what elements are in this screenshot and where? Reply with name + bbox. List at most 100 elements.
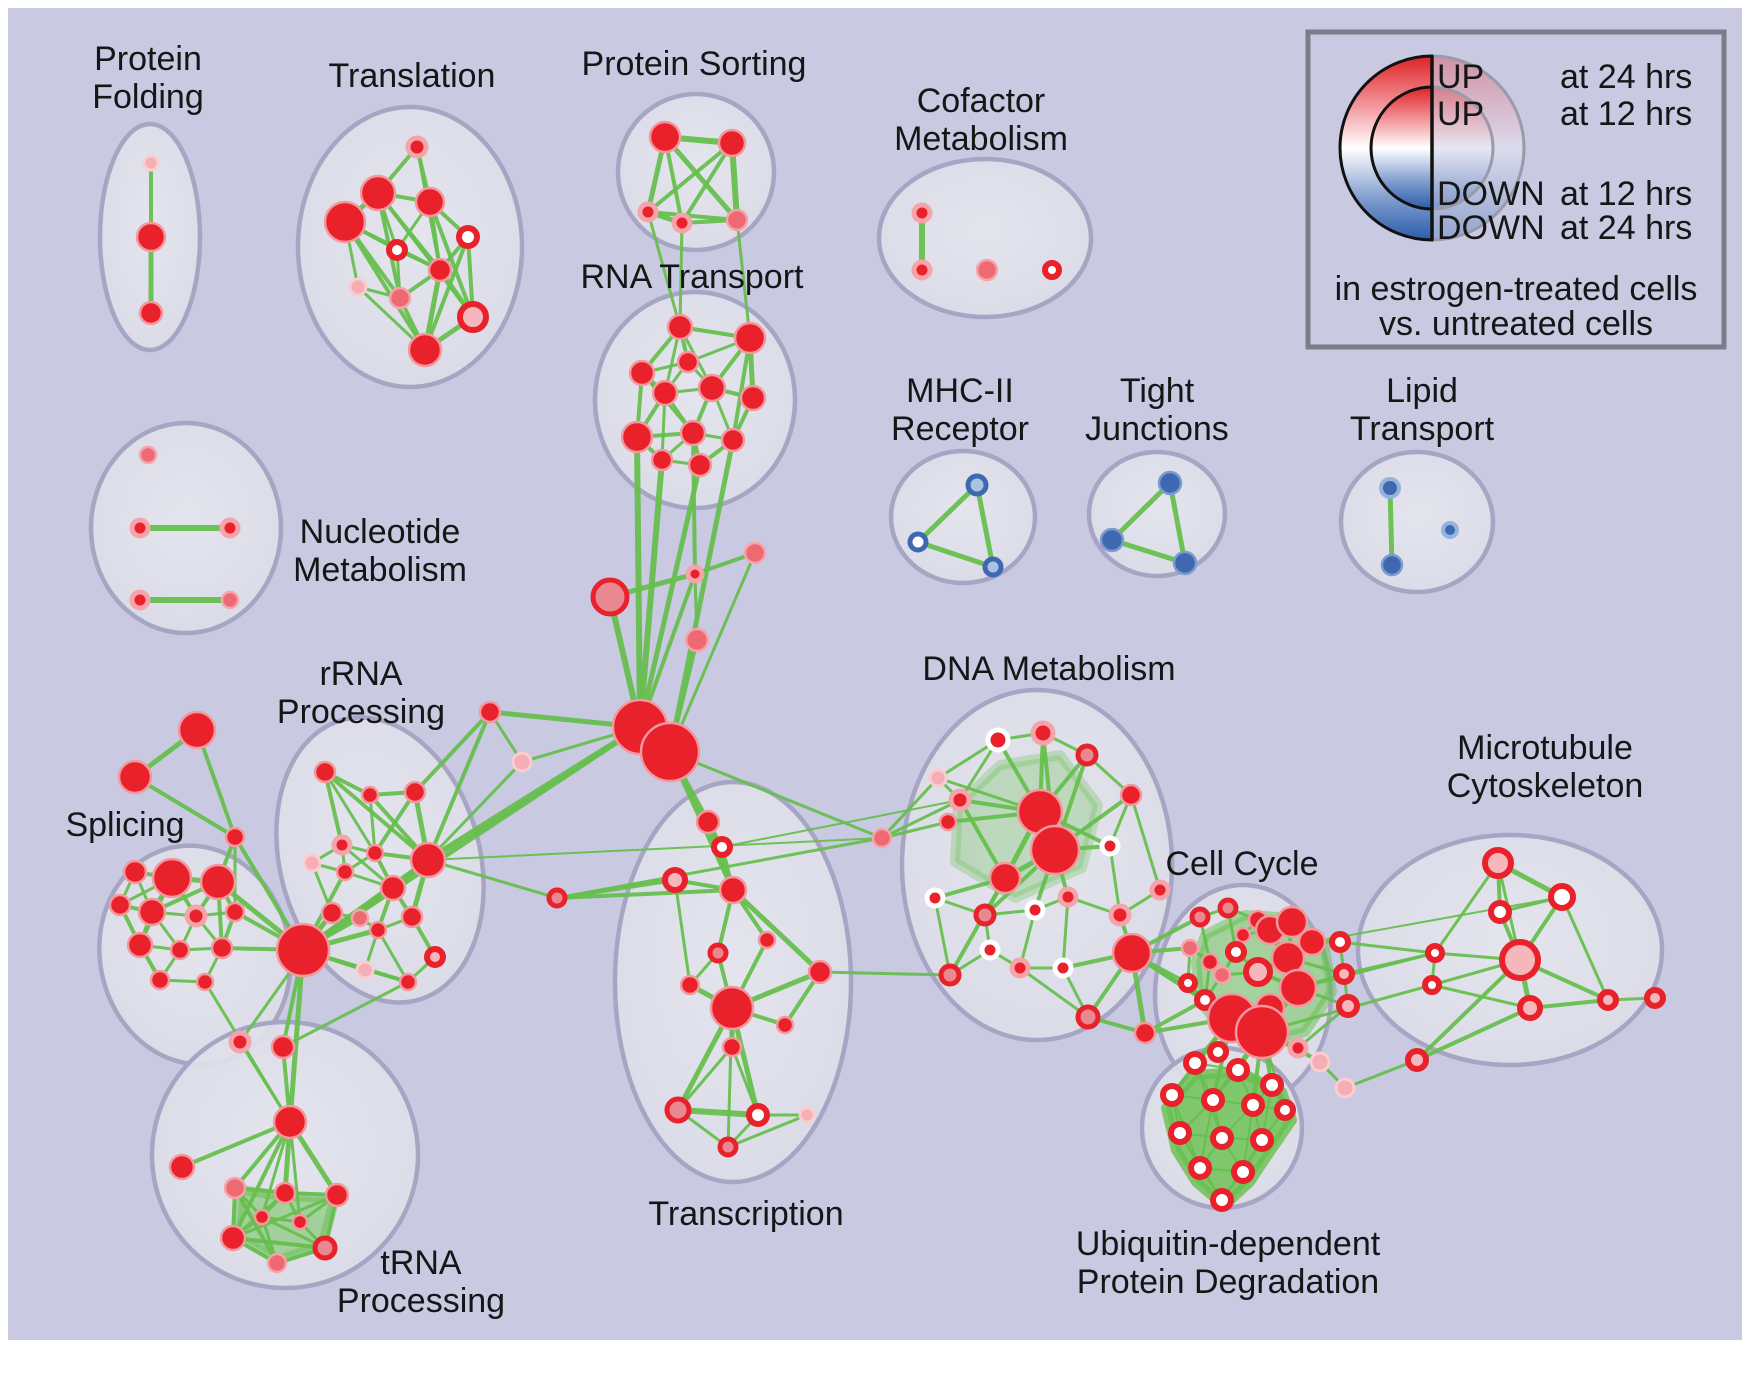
network-node-u13[interactable] xyxy=(1210,1188,1234,1212)
network-node-mt6[interactable] xyxy=(1422,975,1442,995)
network-node-d18[interactable] xyxy=(979,939,1001,961)
network-node-y3[interactable] xyxy=(743,541,767,565)
network-node-cc26[interactable] xyxy=(1334,1077,1356,1099)
network-node-t8[interactable] xyxy=(348,277,368,297)
network-node-sp3[interactable] xyxy=(199,863,237,901)
network-node-rt4[interactable] xyxy=(676,350,700,374)
network-node-cc13[interactable] xyxy=(1275,905,1309,939)
network-node-rt8[interactable] xyxy=(620,420,654,454)
network-node-d5[interactable] xyxy=(1119,783,1143,807)
network-node-c1[interactable] xyxy=(911,202,933,224)
network-node-tx3[interactable] xyxy=(662,867,688,893)
network-node-mt3[interactable] xyxy=(1488,900,1512,924)
network-node-rt3[interactable] xyxy=(628,359,656,387)
network-node-rt10[interactable] xyxy=(720,427,746,453)
network-node-u12[interactable] xyxy=(1231,1160,1255,1184)
network-node-rr6[interactable] xyxy=(335,862,355,882)
network-node-n5[interactable] xyxy=(220,590,240,610)
network-node-mt1[interactable] xyxy=(1482,847,1514,879)
network-node-tn9[interactable] xyxy=(228,1030,252,1054)
network-node-cc1[interactable] xyxy=(1189,906,1211,928)
network-node-d8[interactable] xyxy=(1029,824,1081,876)
network-node-s1[interactable] xyxy=(648,120,682,154)
network-node-rt1[interactable] xyxy=(666,313,694,341)
network-node-tx10[interactable] xyxy=(721,1036,743,1058)
network-node-cc18[interactable] xyxy=(1329,931,1351,953)
network-node-tnH[interactable] xyxy=(272,1104,308,1140)
network-node-t1[interactable] xyxy=(405,135,429,159)
network-node-sp8[interactable] xyxy=(126,931,154,959)
network-node-d17[interactable] xyxy=(1108,903,1132,927)
network-node-t2[interactable] xyxy=(359,174,397,212)
network-node-rr2[interactable] xyxy=(360,785,380,805)
network-node-mt10[interactable] xyxy=(1644,987,1666,1009)
network-node-j3[interactable] xyxy=(1172,550,1198,576)
network-node-u6[interactable] xyxy=(1241,1093,1265,1117)
network-node-u5[interactable] xyxy=(1201,1088,1225,1112)
network-node-tr1[interactable] xyxy=(177,710,217,750)
network-node-d23[interactable] xyxy=(1133,1021,1157,1045)
network-node-u10[interactable] xyxy=(1250,1128,1274,1152)
network-node-u11[interactable] xyxy=(1188,1156,1212,1180)
network-node-n1[interactable] xyxy=(138,445,158,465)
network-node-d10[interactable] xyxy=(938,812,958,832)
network-node-d20[interactable] xyxy=(1052,957,1074,979)
network-node-mt7[interactable] xyxy=(1517,995,1543,1021)
network-node-tx4[interactable] xyxy=(718,875,748,905)
network-node-d1[interactable] xyxy=(985,727,1011,753)
network-node-tx15[interactable] xyxy=(717,1136,739,1158)
network-node-d11[interactable] xyxy=(1099,835,1121,857)
network-node-rr14[interactable] xyxy=(424,946,446,968)
network-node-l1[interactable] xyxy=(1379,477,1401,499)
network-node-d2[interactable] xyxy=(1030,720,1056,746)
network-node-tr2[interactable] xyxy=(117,759,153,795)
network-node-mt8[interactable] xyxy=(1597,989,1619,1011)
network-node-c2[interactable] xyxy=(911,259,933,281)
network-node-d15[interactable] xyxy=(1024,899,1046,921)
network-node-x1[interactable] xyxy=(478,700,502,724)
network-node-gh2[interactable] xyxy=(639,721,701,783)
network-node-cc20[interactable] xyxy=(1336,994,1360,1018)
network-node-pf2[interactable] xyxy=(135,221,167,253)
network-node-d19[interactable] xyxy=(1009,957,1031,979)
network-node-dh[interactable] xyxy=(1111,932,1153,974)
network-node-cc5[interactable] xyxy=(1225,941,1247,963)
network-node-sp2[interactable] xyxy=(151,857,193,899)
network-node-cc7[interactable] xyxy=(1200,952,1220,972)
network-node-pf3[interactable] xyxy=(138,300,164,326)
network-node-sp5[interactable] xyxy=(137,897,167,927)
network-node-rt12[interactable] xyxy=(687,452,713,478)
network-node-rt5[interactable] xyxy=(697,373,727,403)
network-node-sp9[interactable] xyxy=(169,939,191,961)
network-node-xw[interactable] xyxy=(546,887,568,909)
network-node-rr5[interactable] xyxy=(302,853,322,873)
network-node-sp6[interactable] xyxy=(184,904,208,928)
network-node-d4[interactable] xyxy=(928,768,948,788)
network-node-tx6[interactable] xyxy=(707,942,729,964)
network-node-y1[interactable] xyxy=(685,564,705,584)
network-node-tx9[interactable] xyxy=(709,985,755,1031)
network-node-sp1[interactable] xyxy=(122,859,148,885)
network-node-mt5[interactable] xyxy=(1425,943,1445,963)
network-node-cc25[interactable] xyxy=(1309,1051,1331,1073)
network-node-t7[interactable] xyxy=(427,257,453,283)
network-node-j2[interactable] xyxy=(1099,527,1125,553)
network-node-rr10[interactable] xyxy=(320,901,344,925)
network-node-d3[interactable] xyxy=(1075,743,1099,767)
network-node-tn1[interactable] xyxy=(223,1176,247,1200)
network-node-mt4[interactable] xyxy=(1499,939,1541,981)
network-node-tn10[interactable] xyxy=(270,1034,296,1060)
network-node-y4[interactable] xyxy=(684,627,710,653)
network-node-y2[interactable] xyxy=(590,577,630,617)
network-node-cc23[interactable] xyxy=(1207,1041,1229,1063)
network-node-t11[interactable] xyxy=(407,332,443,368)
network-node-rr16[interactable] xyxy=(398,972,418,992)
network-node-j1[interactable] xyxy=(1157,470,1183,496)
network-node-tx7[interactable] xyxy=(757,930,777,950)
network-node-m2[interactable] xyxy=(907,531,929,553)
network-node-rt9[interactable] xyxy=(679,419,707,447)
network-node-rr13[interactable] xyxy=(400,905,424,929)
network-node-d24[interactable] xyxy=(1149,879,1171,901)
network-node-l3[interactable] xyxy=(1380,553,1404,577)
network-node-rr11[interactable] xyxy=(350,908,370,928)
